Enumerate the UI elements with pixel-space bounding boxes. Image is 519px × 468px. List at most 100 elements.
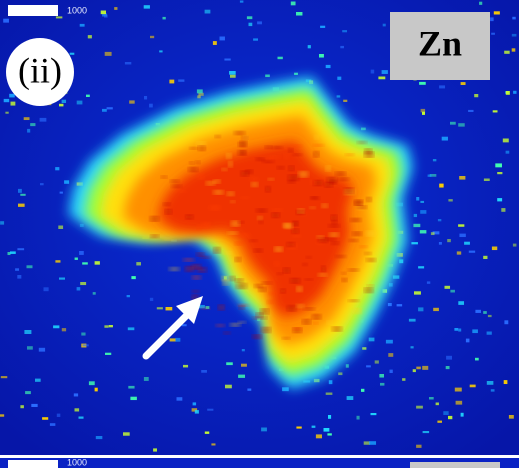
speckle <box>80 282 87 286</box>
hot-spot <box>366 197 372 202</box>
speckle <box>35 378 41 382</box>
speckle <box>17 248 25 251</box>
arrow <box>142 296 203 360</box>
speckle <box>102 108 107 112</box>
speckle <box>437 219 442 222</box>
speckle <box>224 58 231 61</box>
speckle <box>30 123 36 127</box>
speckle <box>446 355 453 360</box>
speckle <box>412 369 416 373</box>
speckle <box>490 389 495 392</box>
speckle <box>82 344 89 347</box>
hot-spot <box>215 135 221 138</box>
speckle <box>458 301 465 305</box>
speckle <box>183 364 189 368</box>
hot-spot <box>350 218 361 222</box>
hot-spot <box>325 166 331 171</box>
speckle <box>422 365 429 370</box>
speckle <box>43 287 49 292</box>
hot-spot <box>200 256 211 259</box>
speckle <box>328 380 333 385</box>
hot-spot <box>288 166 294 171</box>
speckle <box>239 0 244 3</box>
speckle <box>212 41 217 45</box>
hot-spot <box>228 231 238 235</box>
speckle <box>165 307 173 311</box>
hot-spot <box>321 204 328 208</box>
speckle <box>105 352 112 355</box>
speckle <box>370 413 377 416</box>
speckle <box>294 72 298 75</box>
speckle <box>150 35 155 39</box>
speckle <box>362 347 367 350</box>
hot-spot <box>283 268 290 273</box>
hot-spot <box>292 221 299 226</box>
speckle <box>114 7 118 10</box>
speckle <box>459 176 466 180</box>
hot-spot <box>190 147 197 150</box>
speckle <box>411 242 418 245</box>
speckle <box>15 268 20 271</box>
speckle <box>241 349 245 352</box>
hot-spot <box>229 276 235 281</box>
speckle <box>450 121 456 125</box>
hot-spot <box>336 172 346 176</box>
speckle <box>143 377 149 381</box>
speckle <box>385 339 393 344</box>
speckle <box>55 260 61 263</box>
hot-spot <box>189 161 194 165</box>
speckle <box>413 213 418 218</box>
hot-spot <box>364 152 374 157</box>
speckle <box>416 444 422 448</box>
hot-spot <box>213 179 221 184</box>
hot-spot <box>163 202 171 206</box>
speckle <box>198 92 204 96</box>
hot-spot <box>296 286 303 292</box>
speckle <box>439 85 446 89</box>
speckle <box>465 338 470 343</box>
hot-spot <box>150 216 159 221</box>
hot-spot <box>172 184 181 188</box>
speckle <box>143 5 150 9</box>
speckle <box>69 52 75 55</box>
speckle <box>504 50 510 54</box>
hot-spot <box>272 212 280 218</box>
speckle <box>319 54 324 58</box>
hot-spot <box>206 181 215 185</box>
hot-spot <box>196 225 201 230</box>
speckle <box>495 163 502 168</box>
speckle <box>59 191 63 194</box>
speckle <box>290 1 296 6</box>
speckle <box>369 441 377 445</box>
speckle <box>201 370 207 373</box>
hot-spot <box>213 190 224 195</box>
speckle <box>418 307 424 312</box>
hot-spot <box>230 200 236 204</box>
speckle <box>511 48 516 52</box>
hot-spot <box>367 284 374 287</box>
speckle <box>382 23 386 27</box>
speckle <box>95 436 103 440</box>
hot-spot <box>288 148 293 153</box>
speckle <box>458 123 465 127</box>
speckle <box>346 396 354 400</box>
hot-spot <box>197 267 206 272</box>
hot-spot <box>280 289 286 293</box>
speckle <box>504 320 509 325</box>
speckle <box>20 193 26 196</box>
speckle <box>149 103 153 108</box>
hot-spot <box>262 281 272 285</box>
hot-spot <box>240 233 250 237</box>
hot-spot <box>336 255 346 258</box>
speckle <box>225 384 232 389</box>
hot-spot <box>288 175 299 181</box>
hot-spot <box>304 307 315 311</box>
hot-spot <box>310 180 316 184</box>
speckle <box>483 178 490 182</box>
hot-spot <box>196 252 204 257</box>
speckle <box>468 109 474 112</box>
speckle <box>430 232 435 236</box>
speckle <box>106 107 113 110</box>
speckle <box>78 416 84 419</box>
speckle <box>508 415 514 419</box>
